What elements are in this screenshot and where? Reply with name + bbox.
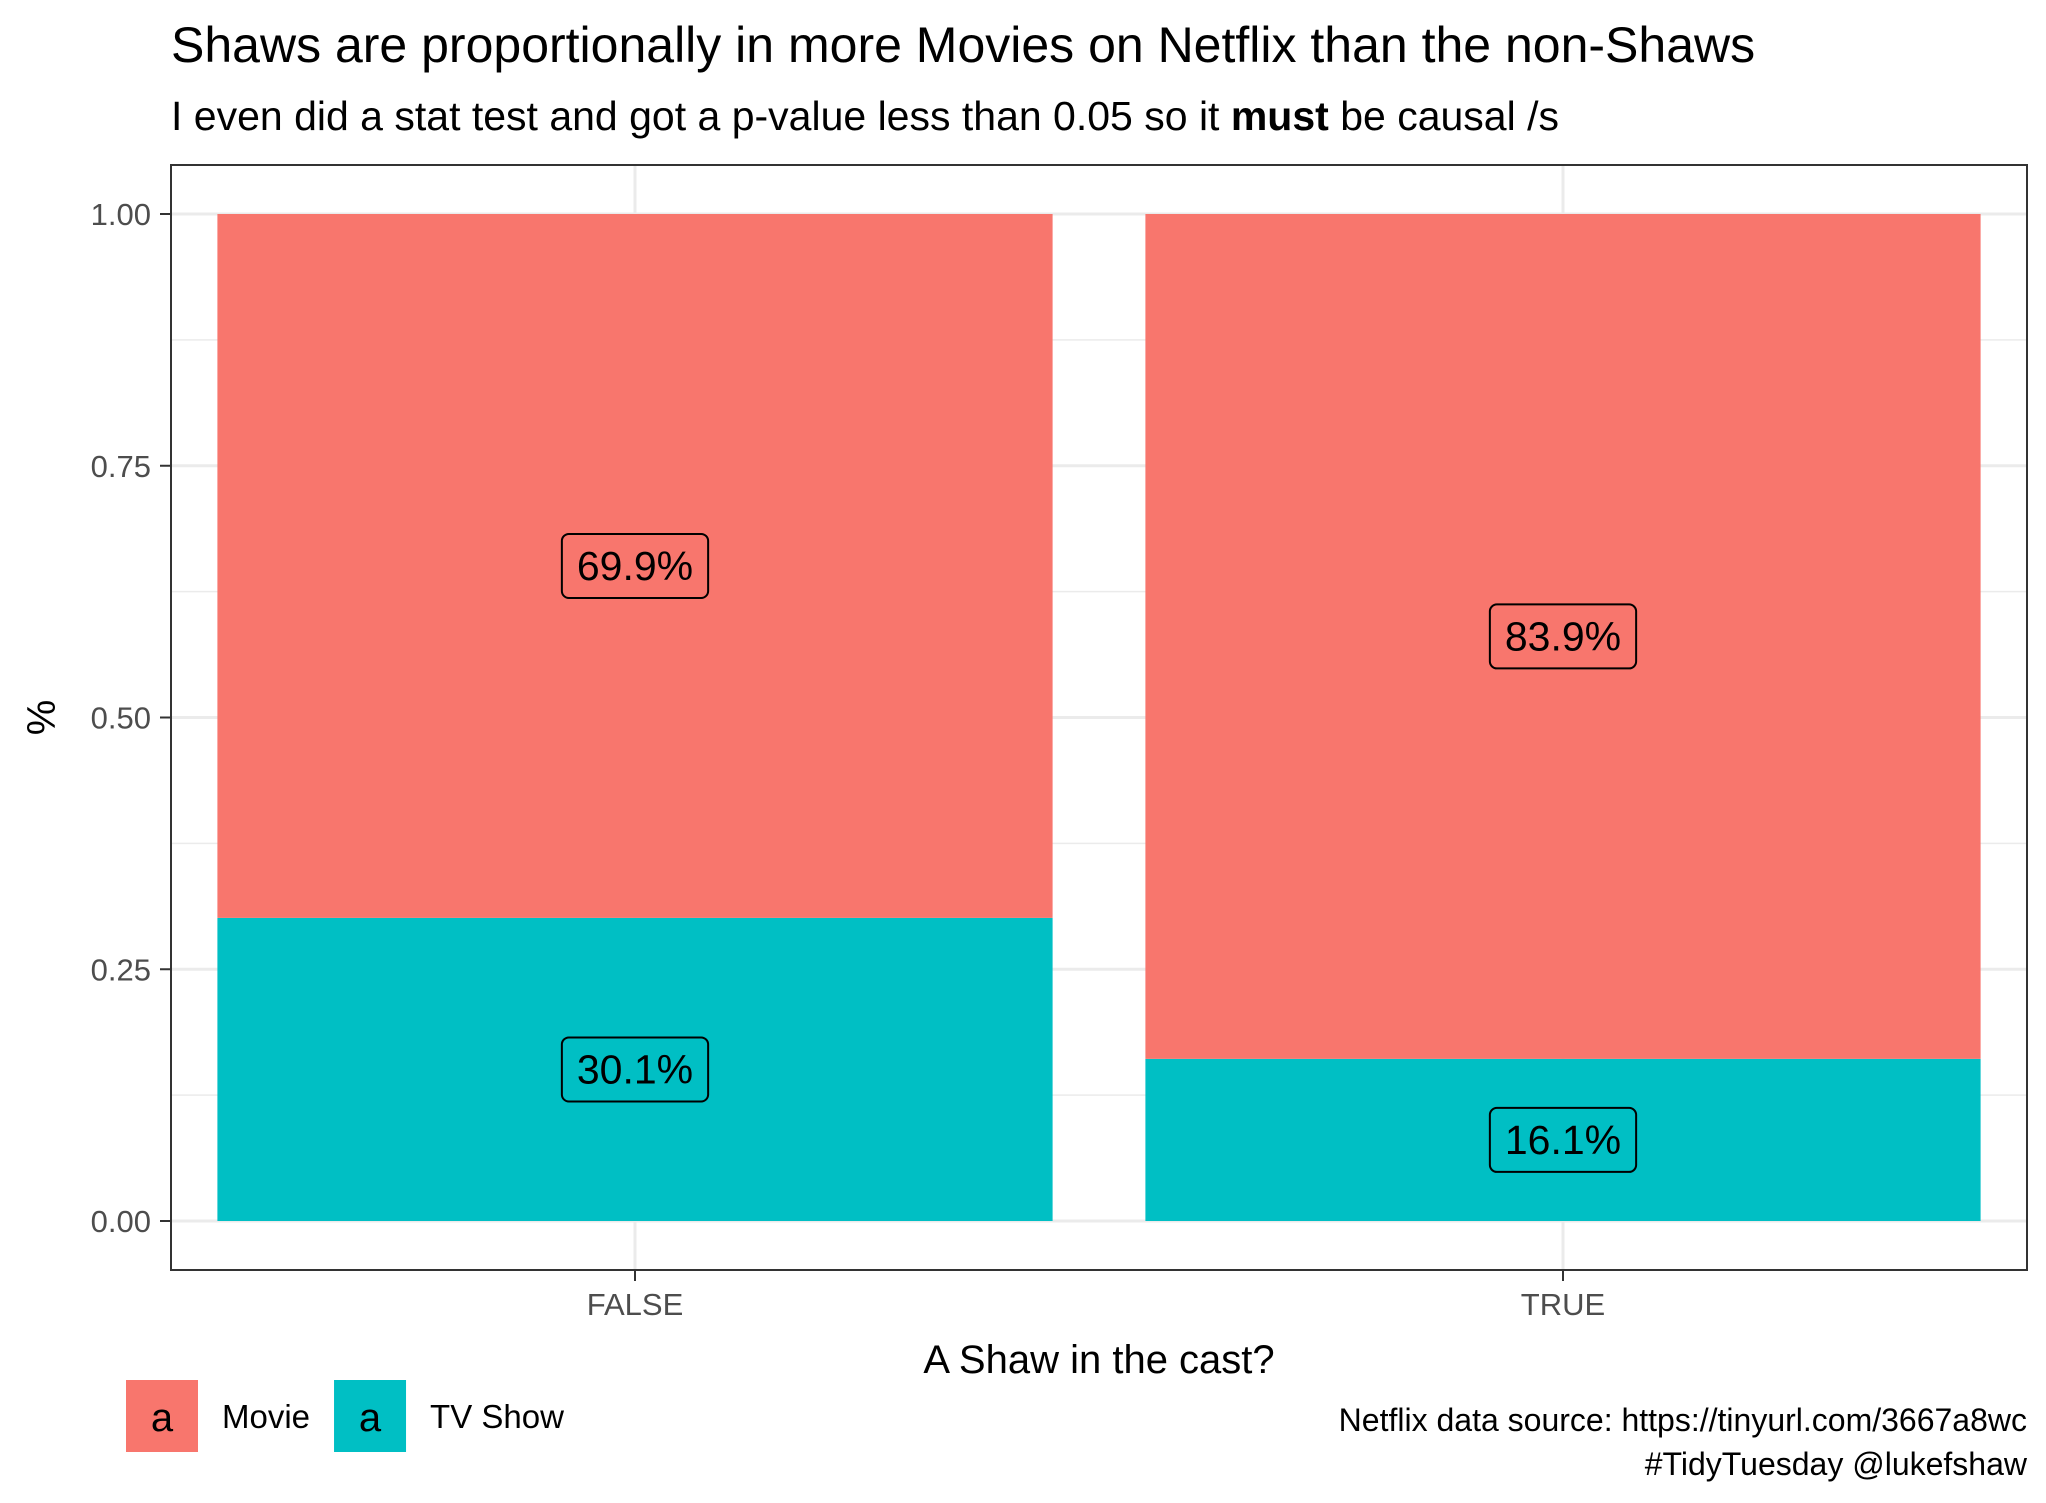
x-tick-label: FALSE (587, 1287, 684, 1322)
x-tick-label: TRUE (1521, 1287, 1605, 1322)
bar-true-movie-label: 83.9% (1488, 603, 1638, 670)
caption-source: Netflix data source: https://tinyurl.com… (1339, 1402, 2027, 1438)
y-tick-label: 0.25 (91, 952, 151, 987)
legend-item-movie: a Movie (126, 1380, 310, 1452)
legend: a Movie a TV Show (126, 1380, 564, 1452)
x-axis-title: A Shaw in the cast? (923, 1338, 1274, 1382)
legend-key-tv-show (334, 1380, 407, 1452)
y-tick-label: 0.50 (91, 701, 151, 736)
bar-false-movie-label: 69.9% (560, 532, 710, 599)
bar-true-movie-label-text: 83.9% (1505, 613, 1621, 659)
legend-item-tv-show: a TV Show (334, 1380, 564, 1452)
y-tick-label: 0.75 (91, 449, 151, 484)
bar-true-tv-show-label: 16.1% (1488, 1106, 1638, 1173)
legend-label-tv-show: TV Show (430, 1398, 564, 1435)
chart-title: Shaws are proportionally in more Movies … (171, 17, 1755, 73)
bar-true-tv-show-label-text: 16.1% (1505, 1117, 1621, 1163)
bar-false-tv-show-label: 30.1% (560, 1036, 710, 1103)
y-tick-label: 0.00 (91, 1204, 151, 1239)
chart-subtitle: I even did a stat test and got a p-value… (171, 93, 1559, 139)
bar-true-movie-label-box (1488, 603, 1638, 670)
bar-false-movie-label-box (560, 532, 710, 599)
bar-true-tv-show (1145, 1058, 1981, 1221)
bar-true-movie (1145, 214, 1981, 1059)
legend-label-movie: Movie (222, 1398, 310, 1435)
bar-false-movie (217, 214, 1053, 918)
legend-key-glyph: a (359, 1396, 382, 1440)
bar-false-movie-label-text: 69.9% (577, 543, 693, 589)
y-tick-label: 1.00 (91, 197, 151, 232)
bar-true-tv-show-label-box (1488, 1106, 1638, 1173)
caption-credit: #TidyTuesday @lukefshaw (1645, 1446, 2028, 1482)
legend-key-movie (126, 1380, 198, 1452)
subtitle-text-start: I even did a stat test and got a p-value… (171, 93, 1231, 139)
bar-false-tv-show-label-box (560, 1036, 710, 1103)
subtitle-text-bold: must (1231, 93, 1329, 139)
bar-false-tv-show-label-text: 30.1% (577, 1046, 693, 1092)
plot-area: 30.1% 69.9% 16.1% 83.9% 0.00 0.25 0.50 0.75 1.00… (91, 164, 2028, 1322)
subtitle-text-end: be causal /s (1329, 93, 1559, 139)
bar-false-tv-show (217, 917, 1053, 1221)
y-axis-title: % (20, 700, 64, 736)
legend-key-glyph: a (151, 1396, 174, 1440)
